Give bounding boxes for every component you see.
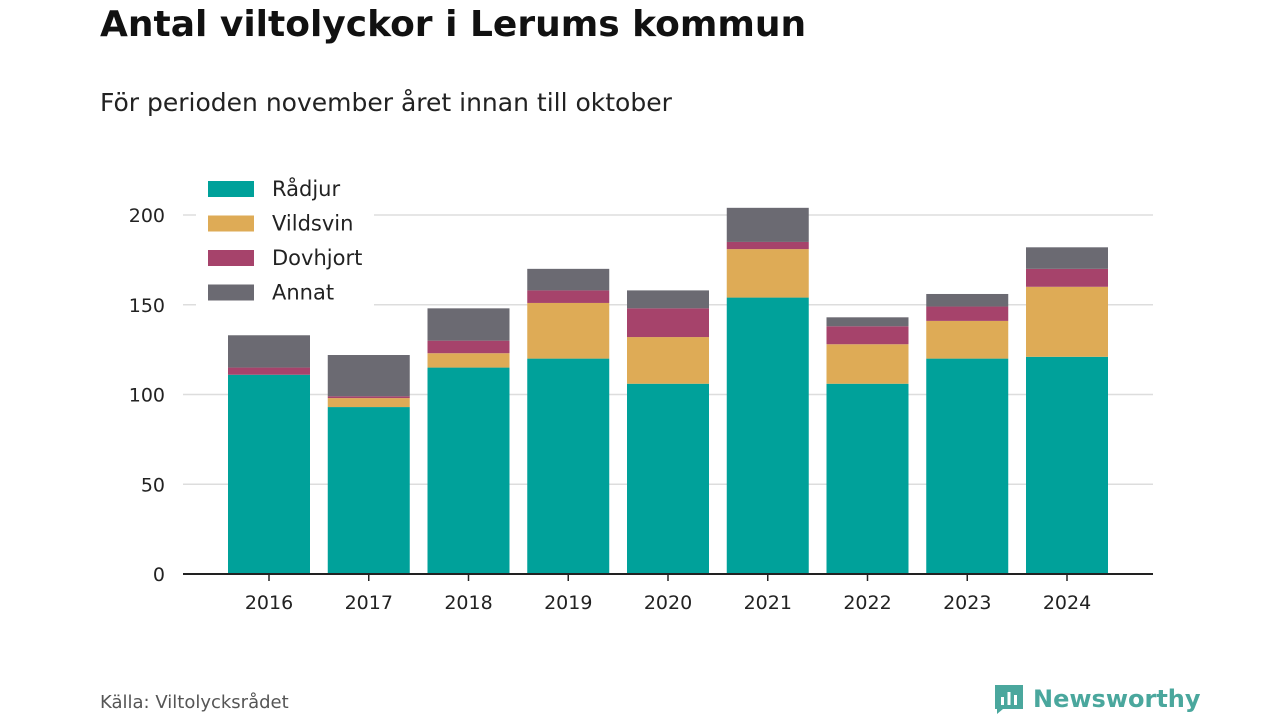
- x-tick-label: 2023: [943, 592, 991, 614]
- bar-segment-dovhjort-2018: [427, 340, 510, 354]
- bar-segment-rådjur-2020: [627, 383, 709, 574]
- bar-segment-rådjur-2018: [427, 367, 510, 574]
- bar-segment-dovhjort-2019: [527, 290, 610, 303]
- x-tick-label: 2021: [744, 592, 792, 614]
- x-tick-label: 2016: [245, 592, 293, 614]
- bar-segment-dovhjort-2020: [627, 308, 709, 338]
- legend-label: Annat: [272, 281, 334, 305]
- legend-swatch-rådjur: [208, 181, 254, 197]
- newsworthy-icon: [995, 685, 1023, 714]
- bar-segment-rådjur-2016: [228, 374, 310, 574]
- bar-segment-annat-2018: [427, 308, 510, 341]
- bar-segment-annat-2022: [826, 317, 909, 327]
- x-tick-label: 2019: [544, 592, 592, 614]
- bar-segment-dovhjort-2022: [826, 326, 909, 345]
- chart-title: Antal viltolyckor i Lerums kommun: [100, 4, 807, 45]
- bar-segment-rådjur-2024: [1026, 356, 1108, 574]
- bar-segment-rådjur-2019: [527, 358, 610, 574]
- bar-segment-vildsvin-2024: [1026, 286, 1108, 357]
- legend-label: Dovhjort: [272, 246, 362, 270]
- legend-swatch-annat: [208, 284, 254, 301]
- x-tick-label: 2017: [345, 592, 393, 614]
- bar-segment-annat-2023: [926, 293, 1009, 307]
- y-tick-label: 200: [129, 205, 165, 227]
- x-axis: 2016 2017 2018 2019 2020 2021 2022 2023 2024: [183, 573, 1153, 614]
- x-tick-label: 2020: [644, 592, 692, 614]
- y-tick-label: 150: [129, 295, 165, 317]
- x-tick-label: 2018: [444, 592, 492, 614]
- legend-label: Rådjur: [272, 176, 340, 201]
- bar-segment-vildsvin-2019: [527, 302, 610, 359]
- bar-segment-annat-2021: [726, 207, 809, 242]
- bar-segment-annat-2020: [627, 290, 709, 309]
- bar-segment-vildsvin-2021: [726, 249, 809, 298]
- bar-segment-dovhjort-2024: [1026, 268, 1108, 287]
- bar-segment-annat-2016: [228, 335, 310, 368]
- y-axis-ticks: 0 50 100 150 200: [129, 205, 165, 586]
- bar-segment-vildsvin-2018: [427, 353, 510, 368]
- x-tick-label: 2024: [1043, 592, 1091, 614]
- bar-segment-vildsvin-2022: [826, 344, 909, 384]
- bar-segment-annat-2019: [527, 268, 610, 291]
- bar-segment-dovhjort-2017: [327, 396, 410, 399]
- bar-segment-dovhjort-2021: [726, 241, 809, 250]
- bar-segment-dovhjort-2016: [228, 367, 310, 375]
- bar-segment-annat-2024: [1026, 247, 1108, 269]
- bar-segment-rådjur-2021: [726, 297, 809, 574]
- source-note: Källa: Viltolycksrådet: [100, 692, 289, 713]
- y-tick-label: 50: [141, 474, 165, 496]
- bar-segment-vildsvin-2017: [327, 398, 410, 408]
- legend-swatch-vildsvin: [208, 215, 254, 232]
- y-tick-label: 100: [129, 385, 165, 407]
- brand-name: Newsworthy: [1033, 685, 1201, 713]
- bar-segment-rådjur-2023: [926, 358, 1009, 574]
- y-tick-label: 0: [153, 564, 165, 586]
- x-tick-label: 2022: [843, 592, 891, 614]
- bar-segment-rådjur-2022: [826, 383, 909, 574]
- bar-stacks: [228, 207, 1108, 574]
- newsworthy-logo: Newsworthy: [993, 682, 1201, 716]
- legend: Rådjur Vildsvin Dovhjort Annat: [196, 170, 374, 306]
- bar-segment-dovhjort-2023: [926, 306, 1009, 321]
- bar-segment-annat-2017: [327, 355, 410, 397]
- bar-segment-vildsvin-2020: [627, 337, 709, 384]
- bar-segment-rådjur-2017: [327, 407, 410, 574]
- legend-swatch-dovhjort: [208, 250, 254, 266]
- legend-label: Vildsvin: [272, 212, 353, 236]
- chart-subtitle: För perioden november året innan till ok…: [100, 88, 672, 117]
- bar-segment-vildsvin-2023: [926, 320, 1009, 359]
